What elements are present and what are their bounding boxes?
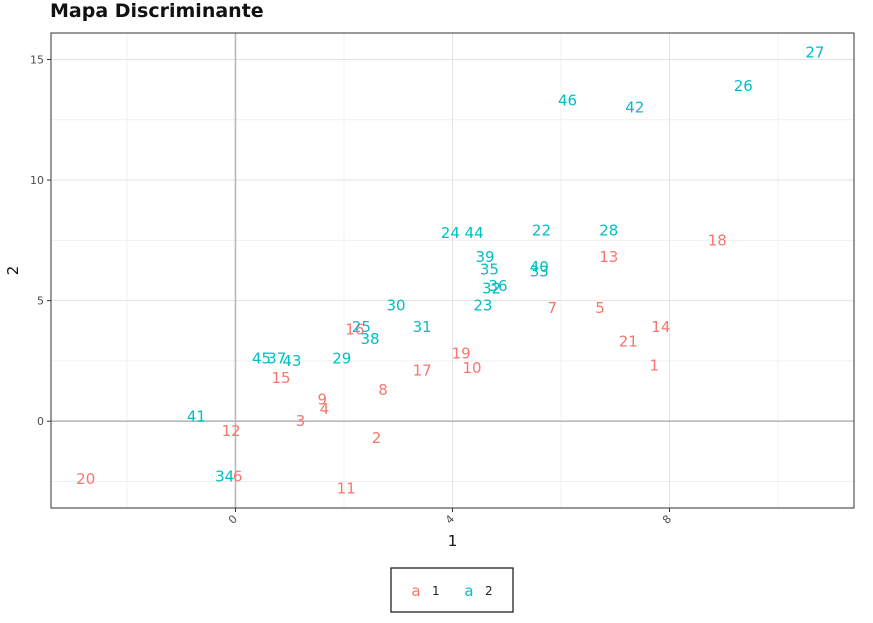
point-label-25: 25	[352, 318, 371, 336]
point-label-45: 45	[252, 350, 271, 368]
point-label-3: 3	[296, 412, 306, 430]
point-label-18: 18	[708, 231, 727, 249]
point-label-33: 33	[530, 263, 549, 281]
point-label-40: 40	[530, 258, 549, 276]
point-label-9: 9	[318, 390, 328, 408]
point-label-35: 35	[480, 260, 499, 278]
point-label-5: 5	[595, 299, 605, 317]
point-label-34: 34	[215, 468, 234, 486]
point-label-14: 14	[651, 318, 670, 336]
point-label-16: 16	[345, 321, 364, 339]
point-label-29: 29	[332, 350, 351, 368]
point-label-42: 42	[625, 99, 644, 117]
point-label-15: 15	[272, 369, 291, 387]
point-label-13: 13	[599, 248, 618, 266]
point-label-6: 6	[233, 468, 243, 486]
y-tick-label: 10	[30, 174, 44, 187]
point-label-46: 46	[558, 92, 577, 110]
point-label-20: 20	[76, 470, 95, 488]
x-tick-label: 8	[660, 512, 674, 526]
point-label-2: 2	[372, 429, 382, 447]
point-label-39: 39	[476, 248, 495, 266]
x-tick-label: 4	[443, 512, 457, 526]
x-axis-title: 1	[448, 532, 458, 550]
point-label-38: 38	[360, 330, 379, 348]
point-label-27: 27	[805, 43, 824, 61]
point-label-41: 41	[187, 407, 206, 425]
legend-key-glyph: a	[411, 582, 420, 600]
point-label-8: 8	[378, 381, 388, 399]
point-label-31: 31	[413, 318, 432, 336]
point-label-24: 24	[441, 224, 460, 242]
point-labels: 1234567891011121314151617181920212223242…	[76, 43, 824, 497]
legend-label: 1	[432, 584, 440, 598]
major-gridlines	[51, 33, 854, 508]
y-tick-label: 0	[37, 415, 44, 428]
point-label-1: 1	[650, 357, 660, 375]
reference-lines	[51, 33, 854, 508]
point-label-37: 37	[267, 350, 286, 368]
legend-box	[390, 567, 514, 613]
point-label-12: 12	[222, 422, 241, 440]
point-label-28: 28	[599, 222, 618, 240]
point-label-23: 23	[473, 296, 492, 314]
point-label-26: 26	[734, 77, 753, 95]
point-label-4: 4	[320, 400, 330, 418]
point-label-10: 10	[462, 359, 481, 377]
y-tick-label: 5	[37, 295, 44, 308]
legend-label: 2	[485, 584, 493, 598]
point-label-21: 21	[619, 333, 638, 351]
point-label-7: 7	[548, 299, 558, 317]
point-label-19: 19	[452, 345, 471, 363]
point-label-22: 22	[532, 222, 551, 240]
point-label-17: 17	[413, 362, 432, 380]
point-label-43: 43	[282, 352, 301, 370]
x-axis-ticks: 0 4 8	[226, 508, 674, 527]
point-label-11: 11	[337, 480, 356, 498]
x-tick-label: 0	[226, 512, 240, 526]
legend-key-glyph: a	[464, 582, 473, 600]
point-label-32: 32	[482, 280, 501, 298]
chart-title: Mapa Discriminante	[50, 0, 264, 22]
y-axis-title: 2	[4, 266, 22, 276]
point-label-44: 44	[465, 224, 484, 242]
point-label-30: 30	[387, 296, 406, 314]
point-label-36: 36	[489, 277, 508, 295]
y-tick-label: 15	[30, 54, 44, 67]
y-axis-ticks: 0 5 10 15	[30, 54, 51, 428]
